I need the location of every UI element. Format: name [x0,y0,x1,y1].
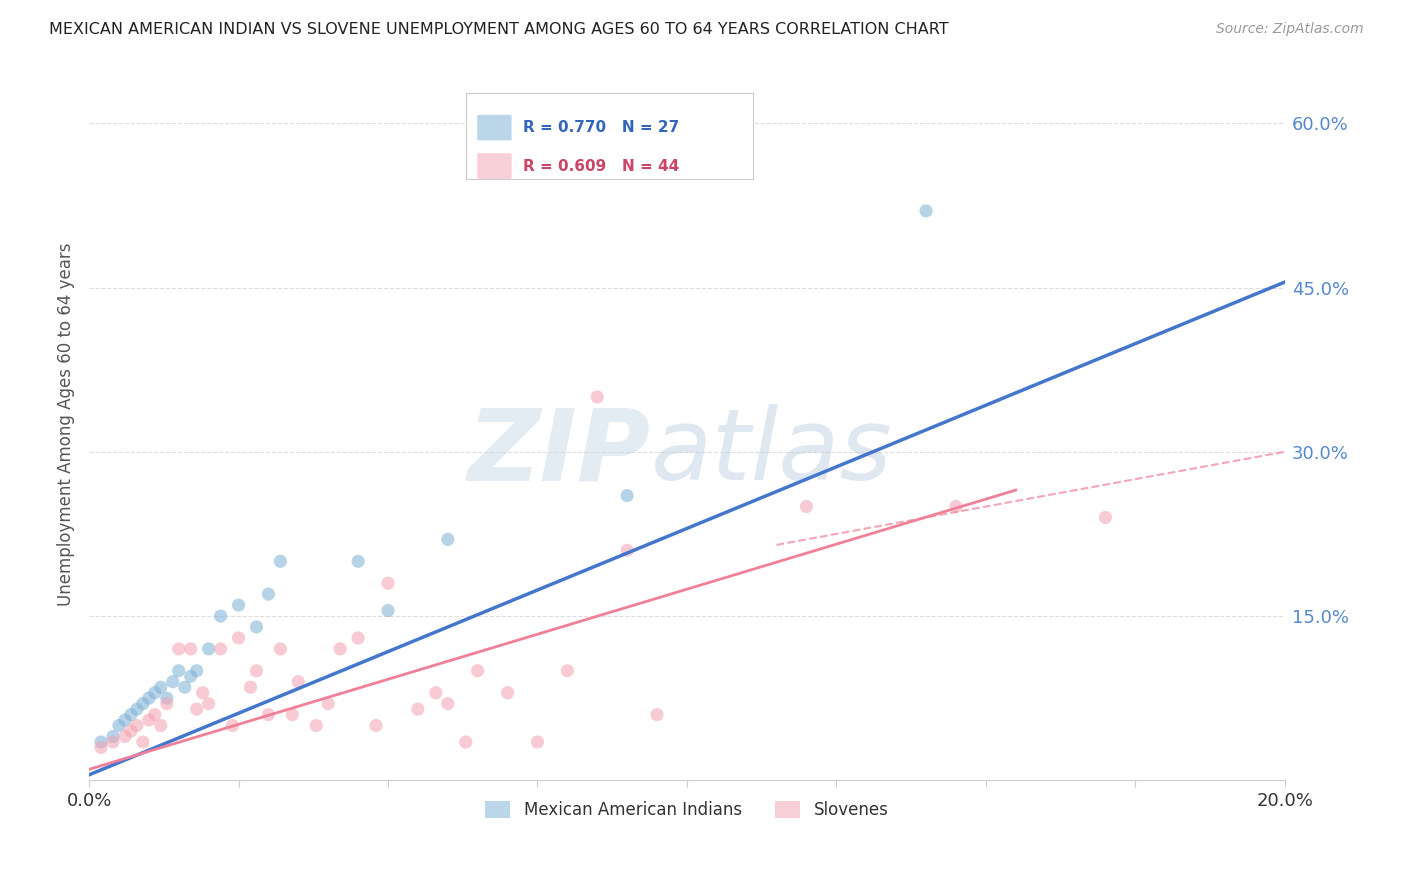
Point [90,740,112,755]
Point [209,609,232,624]
Point [120,724,142,739]
Point [180,641,202,656]
Point [132,735,155,749]
Point [132,697,155,711]
Point [347,631,370,645]
Point [221,718,243,732]
Point [269,554,291,568]
Point [377,603,399,617]
Point [114,730,136,744]
Point [209,641,232,656]
Point [125,702,148,716]
Point [197,697,219,711]
Point [257,587,280,601]
Point [526,735,548,749]
Y-axis label: Unemployment Among Ages 60 to 64 years: Unemployment Among Ages 60 to 64 years [58,243,75,607]
Point [945,500,967,514]
Point [156,691,179,706]
Point [557,664,579,678]
Point [138,713,160,727]
Point [436,697,458,711]
Point [425,686,447,700]
Point [108,718,131,732]
Point [245,620,267,634]
Point [586,390,609,404]
Point [138,691,160,706]
Point [406,702,429,716]
Point [377,576,399,591]
Point [245,664,267,678]
Point [347,554,370,568]
Point [186,664,208,678]
Point [281,707,304,722]
Point [257,707,280,722]
Point [162,674,184,689]
Point [496,686,519,700]
Point [915,203,938,218]
Point [239,680,262,694]
Point [101,735,124,749]
Point [228,598,250,612]
Point [149,680,172,694]
Point [120,707,142,722]
Point [167,664,190,678]
Point [197,641,219,656]
Point [454,735,477,749]
Point [156,697,179,711]
Point [125,718,148,732]
Point [467,664,489,678]
Point [149,718,172,732]
Point [616,489,638,503]
Point [90,735,112,749]
Point [645,707,668,722]
Point [228,631,250,645]
Point [101,730,124,744]
Point [364,718,387,732]
Point [191,686,214,700]
Legend: Mexican American Indians, Slovenes: Mexican American Indians, Slovenes [479,794,896,825]
Text: MEXICAN AMERICAN INDIAN VS SLOVENE UNEMPLOYMENT AMONG AGES 60 TO 64 YEARS CORREL: MEXICAN AMERICAN INDIAN VS SLOVENE UNEMP… [49,22,949,37]
Point [143,707,166,722]
Point [143,686,166,700]
Point [305,718,328,732]
Point [269,641,291,656]
Point [436,533,458,547]
Point [173,680,195,694]
Point [180,669,202,683]
Point [616,543,638,558]
Point [329,641,352,656]
Point [114,713,136,727]
Text: ZIP: ZIP [468,404,651,501]
Point [1094,510,1116,524]
Point [167,641,190,656]
Point [287,674,309,689]
Text: atlas: atlas [651,404,893,501]
Text: Source: ZipAtlas.com: Source: ZipAtlas.com [1216,22,1364,37]
Point [316,697,339,711]
Point [186,702,208,716]
Point [796,500,818,514]
